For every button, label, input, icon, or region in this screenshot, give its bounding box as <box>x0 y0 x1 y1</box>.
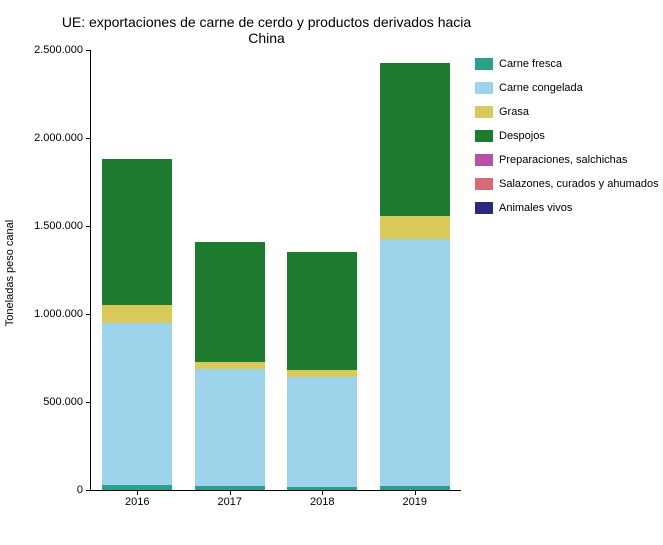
y-tick <box>86 402 91 403</box>
chart-container: UE: exportaciones de carne de cerdo y pr… <box>0 0 663 545</box>
bar-segment-grasa <box>380 216 450 239</box>
y-tick-label: 500.000 <box>43 396 83 408</box>
y-tick <box>86 490 91 491</box>
bar-segment-despojos <box>102 159 172 305</box>
x-tick <box>137 490 138 495</box>
x-tick <box>230 490 231 495</box>
y-tick-label: 1.500.000 <box>34 220 83 232</box>
y-tick-label: 1.000.000 <box>34 308 83 320</box>
legend-label: Preparaciones, salchichas <box>499 154 627 166</box>
legend-label: Grasa <box>499 106 529 118</box>
y-axis-label: Toneladas peso canal <box>4 219 16 325</box>
bar-segment-grasa <box>287 370 357 377</box>
legend-label: Animales vivos <box>499 202 572 214</box>
x-tick-label: 2018 <box>310 496 334 508</box>
y-tick <box>86 50 91 51</box>
bar-segment-carne_congelada <box>102 323 172 485</box>
legend-swatch <box>475 130 493 142</box>
legend-swatch <box>475 154 493 166</box>
x-tick-label: 2017 <box>217 496 241 508</box>
legend-swatch <box>475 58 493 70</box>
x-tick <box>322 490 323 495</box>
x-tick-label: 2016 <box>125 496 149 508</box>
legend-swatch <box>475 82 493 94</box>
legend-swatch <box>475 178 493 190</box>
legend-swatch <box>475 106 493 118</box>
x-tick <box>415 490 416 495</box>
bar-segment-carne_congelada <box>380 239 450 485</box>
legend-item: Salazones, curados y ahumados <box>475 178 659 190</box>
bar-segment-despojos <box>195 242 265 362</box>
bar-segment-carne_congelada <box>287 377 357 487</box>
legend-item: Preparaciones, salchichas <box>475 154 659 166</box>
bar-segment-despojos <box>287 252 357 370</box>
y-tick <box>86 226 91 227</box>
x-tick-label: 2019 <box>402 496 426 508</box>
legend-label: Despojos <box>499 130 545 142</box>
chart-title: UE: exportaciones de carne de cerdo y pr… <box>50 14 483 46</box>
bar-segment-carne_congelada <box>195 369 265 487</box>
legend-swatch <box>475 202 493 214</box>
y-tick-label: 0 <box>77 484 83 496</box>
bar-segment-despojos <box>380 63 450 216</box>
plot-area: 0500.0001.000.0001.500.0002.000.0002.500… <box>90 50 461 491</box>
legend-item: Despojos <box>475 130 659 142</box>
y-tick-label: 2.000.000 <box>34 132 83 144</box>
legend-label: Salazones, curados y ahumados <box>499 178 659 190</box>
legend-item: Animales vivos <box>475 202 659 214</box>
bar-segment-grasa <box>102 305 172 323</box>
y-tick-label: 2.500.000 <box>34 44 83 56</box>
y-tick <box>86 138 91 139</box>
legend-label: Carne congelada <box>499 82 583 94</box>
legend-item: Grasa <box>475 106 659 118</box>
y-tick <box>86 314 91 315</box>
legend-item: Carne congelada <box>475 82 659 94</box>
bar-segment-grasa <box>195 362 265 369</box>
legend-item: Carne fresca <box>475 58 659 70</box>
legend-label: Carne fresca <box>499 58 562 70</box>
legend: Carne fresca Carne congelada Grasa Despojos… <box>475 58 659 226</box>
